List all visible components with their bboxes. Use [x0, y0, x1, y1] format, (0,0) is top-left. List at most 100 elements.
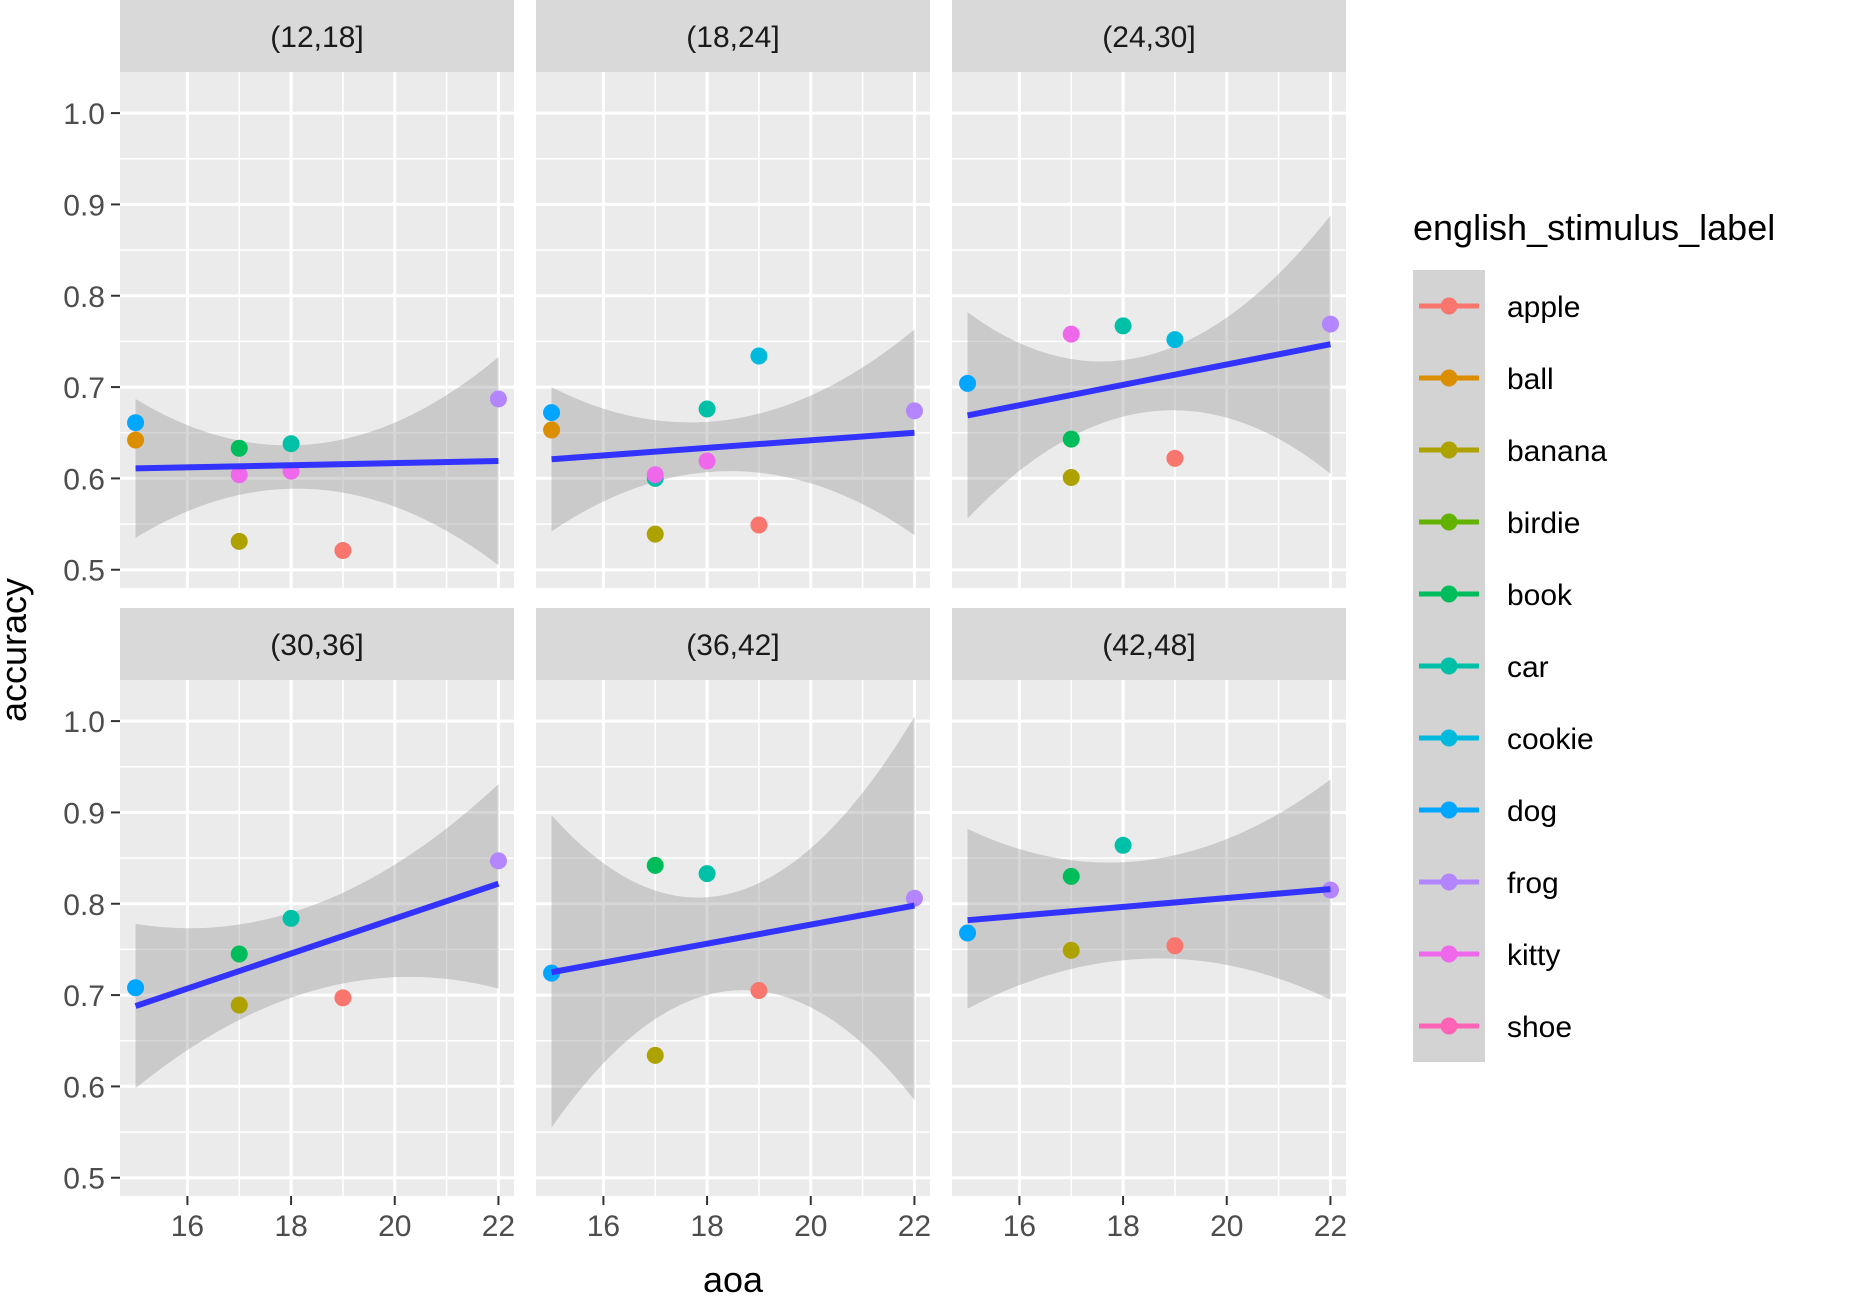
- panel-background: [536, 72, 930, 588]
- strip-background: [536, 0, 930, 72]
- legend-key-point: [1440, 657, 1458, 675]
- x-tick-label: 18: [1106, 1210, 1139, 1243]
- y-tick-label: 0.9: [63, 189, 105, 222]
- x-tick-label: 22: [1314, 1210, 1347, 1243]
- legend-entry: frog: [1419, 867, 1559, 900]
- data-point: [489, 852, 507, 870]
- data-point: [1166, 331, 1184, 349]
- panel-background: [120, 72, 514, 588]
- legend-label: banana: [1507, 435, 1607, 468]
- y-axis-title: accuracy: [0, 578, 34, 722]
- legend-key-point: [1440, 513, 1458, 531]
- legend-label: cookie: [1507, 723, 1594, 756]
- strip-label: (42,48]: [1102, 629, 1195, 662]
- x-tick-label: 22: [898, 1210, 931, 1243]
- legend-label: kitty: [1507, 939, 1560, 972]
- fit-line: [551, 902, 915, 976]
- legend-label: frog: [1507, 867, 1559, 900]
- data-point: [230, 945, 248, 963]
- y-tick-label: 0.9: [63, 797, 105, 830]
- data-point: [1062, 941, 1080, 959]
- data-point: [1062, 867, 1080, 885]
- data-point: [905, 889, 923, 907]
- strip-background: [120, 608, 514, 680]
- x-tick-label: 16: [171, 1210, 204, 1243]
- legend-label: book: [1507, 579, 1573, 612]
- data-point: [230, 439, 248, 457]
- legend-label: birdie: [1507, 507, 1580, 540]
- data-point: [646, 466, 664, 484]
- strip-label: (24,30]: [1102, 21, 1195, 54]
- facet-panel: (30,36]: [120, 608, 514, 1196]
- legend-key-point: [1440, 369, 1458, 387]
- fit-line: [551, 429, 915, 463]
- legend-key-point: [1440, 873, 1458, 891]
- y-tick-label: 0.8: [63, 889, 105, 922]
- confidence-ribbon: [135, 784, 499, 1089]
- data-point: [127, 414, 145, 432]
- y-tick-label: 1.0: [63, 706, 105, 739]
- data-point: [646, 856, 664, 874]
- facet-panel: (12,18]: [120, 0, 514, 588]
- y-tick-label: 0.6: [63, 463, 105, 496]
- fit-line: [967, 886, 1331, 924]
- data-point: [1166, 449, 1184, 467]
- confidence-ribbon: [967, 215, 1331, 519]
- data-point: [1062, 325, 1080, 343]
- confidence-ribbon: [135, 356, 499, 566]
- strip-label: (12,18]: [270, 21, 363, 54]
- data-point: [1114, 317, 1132, 335]
- legend-label: car: [1507, 651, 1549, 684]
- data-point: [282, 435, 300, 453]
- legend-key-point: [1440, 729, 1458, 747]
- data-point: [698, 400, 716, 418]
- data-point: [127, 431, 145, 449]
- facet-panel: (18,24]: [536, 0, 930, 588]
- data-point: [646, 1046, 664, 1064]
- legend-entry: dog: [1419, 795, 1557, 828]
- x-axes: 16 18 20 22 16 18 20 22 16 18 20 22: [171, 1196, 1347, 1243]
- x-tick-label: 22: [482, 1210, 515, 1243]
- data-point: [1062, 468, 1080, 486]
- y-tick-label: 0.5: [63, 1163, 105, 1196]
- y-tick-label: 0.8: [63, 281, 105, 314]
- legend-entry: apple: [1419, 291, 1580, 324]
- y-axes: 0.5 0.6 0.7 0.8 0.9 1.0 0.5 0.6 0.7 0.8 0.9 1.0: [63, 98, 120, 1196]
- data-point: [127, 979, 145, 997]
- legend-label: shoe: [1507, 1011, 1572, 1044]
- legend-key-point: [1440, 945, 1458, 963]
- y-tick-label: 1.0: [63, 98, 105, 131]
- data-point: [646, 525, 664, 543]
- data-point: [1166, 937, 1184, 955]
- facet-panel: (42,48]: [952, 608, 1346, 1196]
- x-tick-label: 20: [1210, 1210, 1243, 1243]
- data-point: [698, 452, 716, 470]
- data-point: [1062, 430, 1080, 448]
- legend-title: english_stimulus_label: [1413, 207, 1775, 248]
- x-tick-label: 20: [794, 1210, 827, 1243]
- legend-key-point: [1440, 801, 1458, 819]
- legend-label: ball: [1507, 363, 1554, 396]
- legend-entries: apple ball banana birdie book car cookie dog fro…: [1419, 291, 1607, 1044]
- data-point: [698, 865, 716, 883]
- legend-entry: cookie: [1419, 723, 1594, 756]
- confidence-ribbon: [967, 779, 1331, 1009]
- data-point: [489, 390, 507, 408]
- data-point: [750, 516, 768, 534]
- legend-entry: book: [1419, 579, 1573, 612]
- fit-line: [134, 880, 500, 1009]
- data-point: [1321, 315, 1339, 333]
- data-point: [750, 347, 768, 365]
- facet-panels: (12,18] (18,24] (24,30] (30,36] (36,42] (42,4…: [120, 0, 1346, 1196]
- strip-label: (30,36]: [270, 629, 363, 662]
- confidence-ribbon: [551, 716, 915, 1128]
- legend-entry: shoe: [1419, 1011, 1572, 1044]
- legend-key-point: [1440, 441, 1458, 459]
- legend-entry: kitty: [1419, 939, 1560, 972]
- panel-background: [120, 680, 514, 1196]
- data-point: [543, 421, 561, 439]
- data-point: [1114, 836, 1132, 854]
- legend-label: dog: [1507, 795, 1557, 828]
- legend-label: apple: [1507, 291, 1580, 324]
